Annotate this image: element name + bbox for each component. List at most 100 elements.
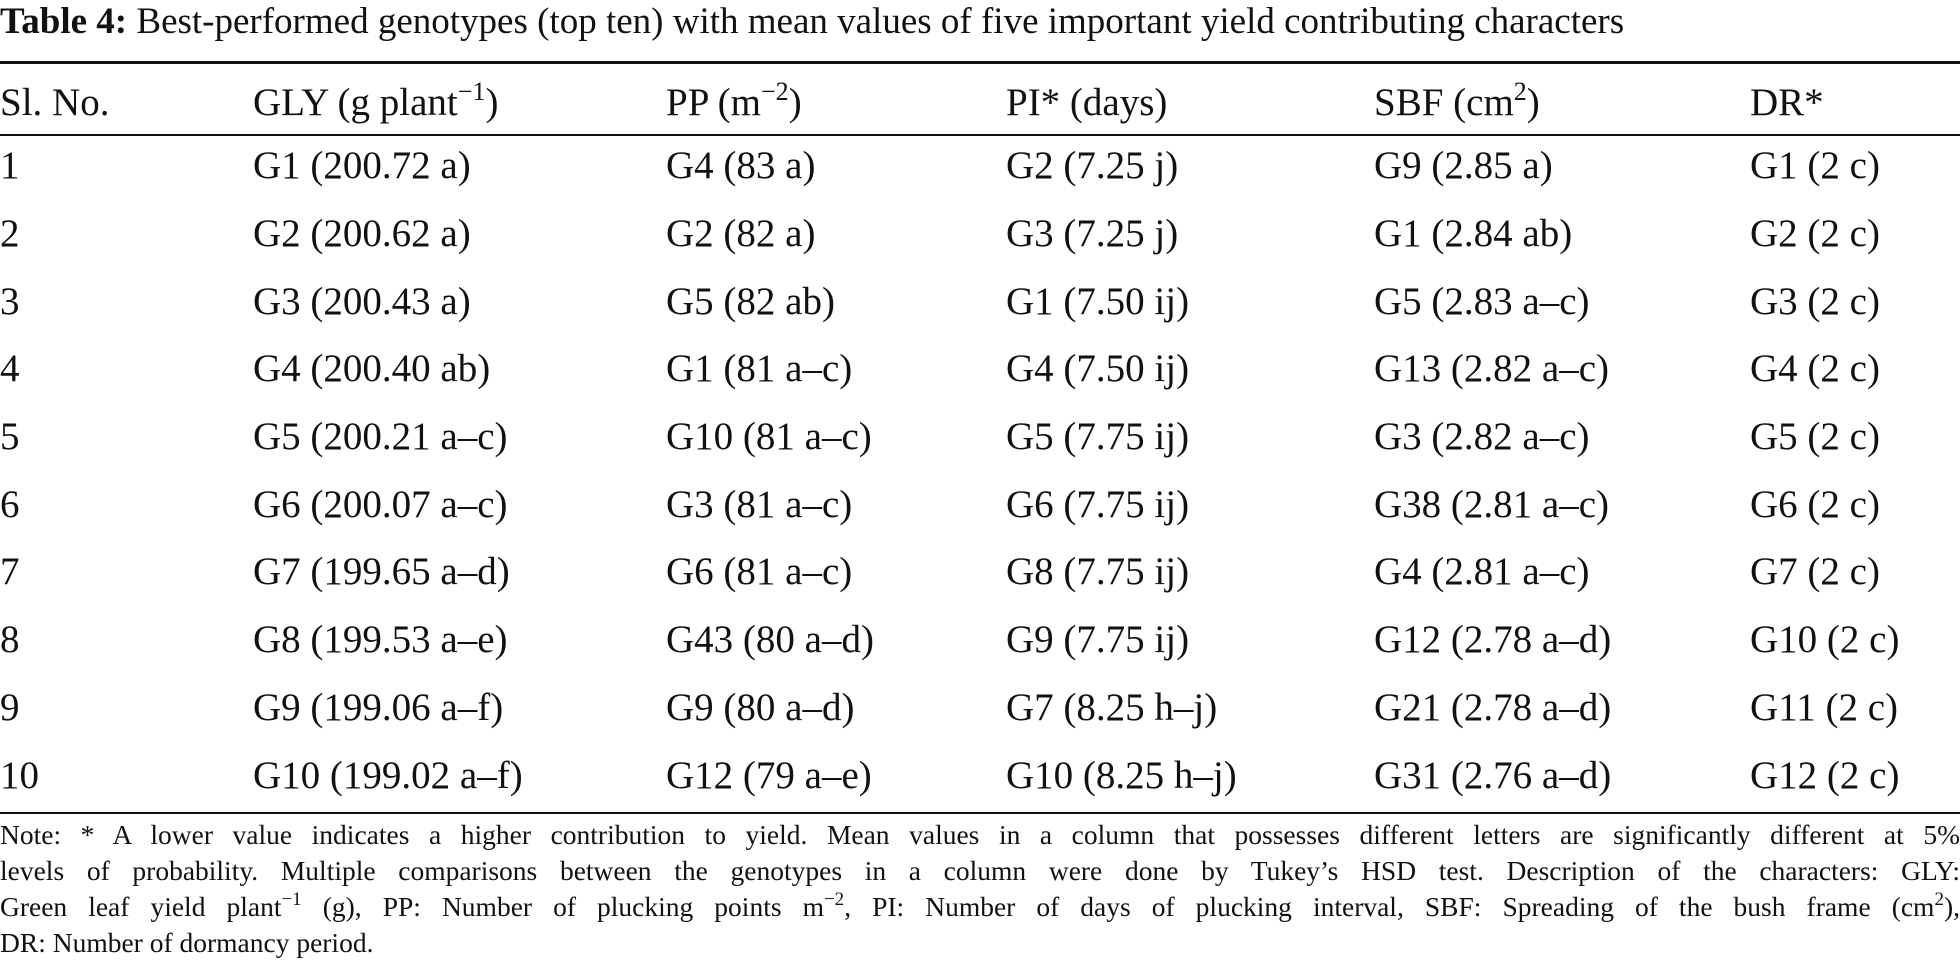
- table-cell: G9 (7.75 ij): [1006, 618, 1190, 662]
- note-gly-text: Green leaf yield plant: [0, 891, 282, 922]
- table-cell: G7 (2 c): [1750, 550, 1880, 594]
- table-cell: G4 (2.81 a–c): [1374, 550, 1590, 594]
- table-row: 3 G3 (200.43 a) G5 (82 ab) G1 (7.50 ij) G5 (…: [0, 267, 1960, 335]
- note-sbf-text: , PI: Number of days of plucking interva…: [844, 891, 1935, 922]
- table-header-rule: [0, 134, 1960, 136]
- column-header-0: Sl. No.: [0, 72, 253, 132]
- table-cell: G12 (2 c): [1750, 753, 1900, 797]
- table-cell: G1 (2 c): [1750, 144, 1880, 188]
- table-cell: G6 (7.75 ij): [1006, 482, 1190, 526]
- table-cell: G31 (2.76 a–d): [1374, 753, 1612, 797]
- table-cell: 10: [0, 753, 39, 797]
- table-cell: 7: [0, 550, 20, 594]
- column-header-unit-sup: −1: [457, 76, 486, 106]
- table-cell: G6 (2 c): [1750, 482, 1880, 526]
- table-caption: Table 4: Best-performed genotypes (top t…: [0, 0, 1960, 44]
- table-cell: G5 (2 c): [1750, 415, 1880, 459]
- note-gly-unit-sup: −1: [281, 889, 302, 910]
- column-header-text: PP (m: [666, 80, 762, 124]
- note-line3-tail: ),: [1943, 891, 1960, 922]
- table-cell: G5 (2.83 a–c): [1374, 279, 1590, 323]
- table-cell: G38 (2.81 a–c): [1374, 482, 1610, 526]
- table-cell: G1 (81 a–c): [666, 347, 853, 391]
- table-cell: G1 (2.84 ab): [1374, 212, 1573, 256]
- table-row: 4 G4 (200.40 ab) G1 (81 a–c) G4 (7.50 ij) G1…: [0, 335, 1960, 403]
- table-cell: G8 (199.53 a–e): [253, 618, 508, 662]
- table-cell: G1 (200.72 a): [253, 144, 471, 188]
- table-cell: G21 (2.78 a–d): [1374, 685, 1612, 729]
- column-header-1: GLY (g plant−1): [253, 72, 666, 132]
- table-row: 7 G7 (199.65 a–d) G6 (81 a–c) G8 (7.75 ij) G…: [0, 538, 1960, 606]
- table-cell: G4 (83 a): [666, 144, 816, 188]
- table-cell: G3 (2 c): [1750, 279, 1880, 323]
- table-bottom-rule: [0, 812, 1960, 814]
- column-header-unit-sup: 2: [1513, 76, 1527, 106]
- table-cell: G5 (200.21 a–c): [253, 415, 508, 459]
- table-cell: G9 (80 a–d): [666, 685, 855, 729]
- table-caption-label: Table 4:: [0, 1, 128, 42]
- table-cell: G1 (7.50 ij): [1006, 279, 1190, 323]
- column-header-tail: ): [1526, 80, 1540, 124]
- table-cell: G7 (8.25 h–j): [1006, 685, 1218, 729]
- table-cell: G11 (2 c): [1750, 685, 1899, 729]
- table-cell: G3 (7.25 j): [1006, 212, 1179, 256]
- column-header-2: PP (m−2): [666, 72, 1006, 132]
- table-cell: G8 (7.75 ij): [1006, 550, 1190, 594]
- table-cell: G3 (81 a–c): [666, 482, 853, 526]
- table-cell: 5: [0, 415, 20, 459]
- table-row: 8 G8 (199.53 a–e) G43 (80 a–d) G9 (7.75 ij)…: [0, 606, 1960, 674]
- table-cell: G4 (200.40 ab): [253, 347, 491, 391]
- table-cell: 6: [0, 482, 20, 526]
- table-row: 9 G9 (199.06 a–f) G9 (80 a–d) G7 (8.25 h–j)…: [0, 674, 1960, 742]
- note-sbf-unit-sup: 2: [1934, 889, 1944, 910]
- table-cell: 4: [0, 347, 20, 391]
- table-cell: 9: [0, 685, 20, 729]
- table-row: 6 G6 (200.07 a–c) G3 (81 a–c) G6 (7.75 ij) G…: [0, 470, 1960, 538]
- column-header-tail: ): [788, 80, 802, 124]
- genotype-table: Sl. No. GLY (g plant−1) PP (m−2) PI* (days)…: [0, 72, 1960, 809]
- table-cell: G43 (80 a–d): [666, 618, 874, 662]
- table-note: Note: * A lower value indicates a higher…: [0, 817, 1960, 961]
- note-line-4: DR: Number of dormancy period.: [0, 927, 374, 958]
- table-top-rule: [0, 61, 1960, 64]
- note-pp-text: (g), PP: Number of plucking points m: [301, 891, 824, 922]
- table-cell: G4 (2 c): [1750, 347, 1880, 391]
- note-line-3: Green leaf yield plant−1 (g), PP: Number…: [0, 889, 1960, 925]
- table-cell: 2: [0, 212, 20, 256]
- table-cell: G3 (2.82 a–c): [1374, 415, 1590, 459]
- table-cell: G13 (2.82 a–c): [1374, 347, 1610, 391]
- note-line-2: levels of probability. Multiple comparis…: [0, 855, 1960, 886]
- table-cell: G2 (7.25 j): [1006, 144, 1179, 188]
- note-line-1: Note: * A lower value indicates a higher…: [0, 819, 1960, 850]
- table-row: 2 G2 (200.62 a) G2 (82 a) G3 (7.25 j) G1 (2.…: [0, 200, 1960, 268]
- table-header: Sl. No. GLY (g plant−1) PP (m−2) PI* (days)…: [0, 72, 1960, 132]
- column-header-text: PI* (days): [1006, 80, 1168, 124]
- table-row: 10 G10 (199.02 a–f) G12 (79 a–e) G10 (8.25 …: [0, 741, 1960, 809]
- table-cell: G2 (200.62 a): [253, 212, 471, 256]
- table-cell: G7 (199.65 a–d): [253, 550, 510, 594]
- column-header-text: Sl. No.: [0, 80, 110, 124]
- table-row: 5 G5 (200.21 a–c) G10 (81 a–c) G5 (7.75 ij)…: [0, 403, 1960, 471]
- column-header-4: SBF (cm2): [1374, 72, 1750, 132]
- table-cell: G6 (81 a–c): [666, 550, 853, 594]
- table-cell: G10 (81 a–c): [666, 415, 872, 459]
- note-pp-unit-sup: −2: [823, 889, 845, 910]
- table-cell: G10 (199.02 a–f): [253, 753, 523, 797]
- column-header-text: GLY (g plant: [253, 80, 458, 124]
- table-cell: G4 (7.50 ij): [1006, 347, 1190, 391]
- table-header-row: Sl. No. GLY (g plant−1) PP (m−2) PI* (days)…: [0, 72, 1960, 132]
- table-cell: G9 (2.85 a): [1374, 144, 1553, 188]
- table-cell: 3: [0, 279, 20, 323]
- table-cell: G5 (7.75 ij): [1006, 415, 1190, 459]
- table-body: 1 G1 (200.72 a) G4 (83 a) G2 (7.25 j) G9 (2.…: [0, 132, 1960, 809]
- table-cell: G5 (82 ab): [666, 279, 835, 323]
- table-cell: G10 (2 c): [1750, 618, 1900, 662]
- table-cell: G3 (200.43 a): [253, 279, 471, 323]
- table-cell: G12 (2.78 a–d): [1374, 618, 1612, 662]
- table-cell: G9 (199.06 a–f): [253, 685, 504, 729]
- table-cell: 1: [0, 144, 20, 188]
- column-header-3: PI* (days): [1006, 72, 1374, 132]
- table-cell: 8: [0, 618, 20, 662]
- table-row: 1 G1 (200.72 a) G4 (83 a) G2 (7.25 j) G9 (2.…: [0, 132, 1960, 200]
